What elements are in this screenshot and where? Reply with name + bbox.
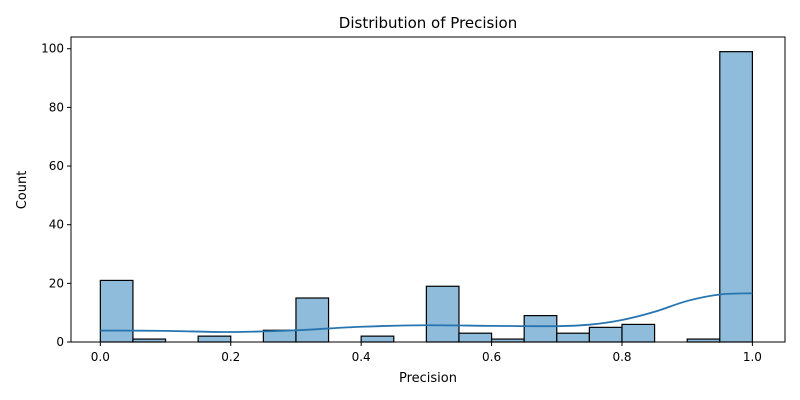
- histogram-bar-8: [360, 335, 395, 343]
- histogram-bar-15: [588, 326, 623, 343]
- y-tick-label: 80: [49, 100, 64, 114]
- histogram-bar-11: [458, 332, 493, 343]
- chart-title: Distribution of Precision: [339, 14, 517, 32]
- y-tick-label: 20: [49, 276, 64, 290]
- x-tick-label: 0.0: [91, 350, 110, 364]
- histogram-bar-13: [523, 315, 558, 343]
- x-tick-label: 1.0: [743, 350, 762, 364]
- y-tick-label: 40: [49, 218, 64, 232]
- y-tick-label: 0: [56, 335, 64, 349]
- y-tick-label: 100: [41, 42, 64, 56]
- y-axis-ticks: 0 20 40 60 80 100: [41, 42, 71, 349]
- histogram-bar-19: [719, 51, 753, 343]
- x-axis-label: Precision: [399, 371, 457, 386]
- histogram-bar-6: [295, 297, 330, 343]
- y-tick-label: 60: [49, 159, 64, 173]
- histogram-bar-3: [197, 335, 232, 343]
- plot-frame: [70, 36, 786, 343]
- histogram-bar-14: [556, 332, 590, 343]
- histogram-bar-0: [99, 279, 134, 343]
- histogram-bar-10: [425, 285, 460, 343]
- x-axis-ticks: 0.0 0.2 0.4 0.6 0.8 1.0: [91, 342, 762, 364]
- bars-group: [99, 51, 753, 343]
- x-tick-label: 0.8: [612, 350, 631, 364]
- histogram-bar-16: [621, 323, 656, 343]
- kde-curve: [100, 292, 753, 333]
- y-axis-label: Count: [15, 171, 30, 210]
- x-tick-label: 0.4: [352, 350, 371, 364]
- x-tick-label: 0.2: [221, 350, 240, 364]
- x-tick-label: 0.6: [482, 350, 501, 364]
